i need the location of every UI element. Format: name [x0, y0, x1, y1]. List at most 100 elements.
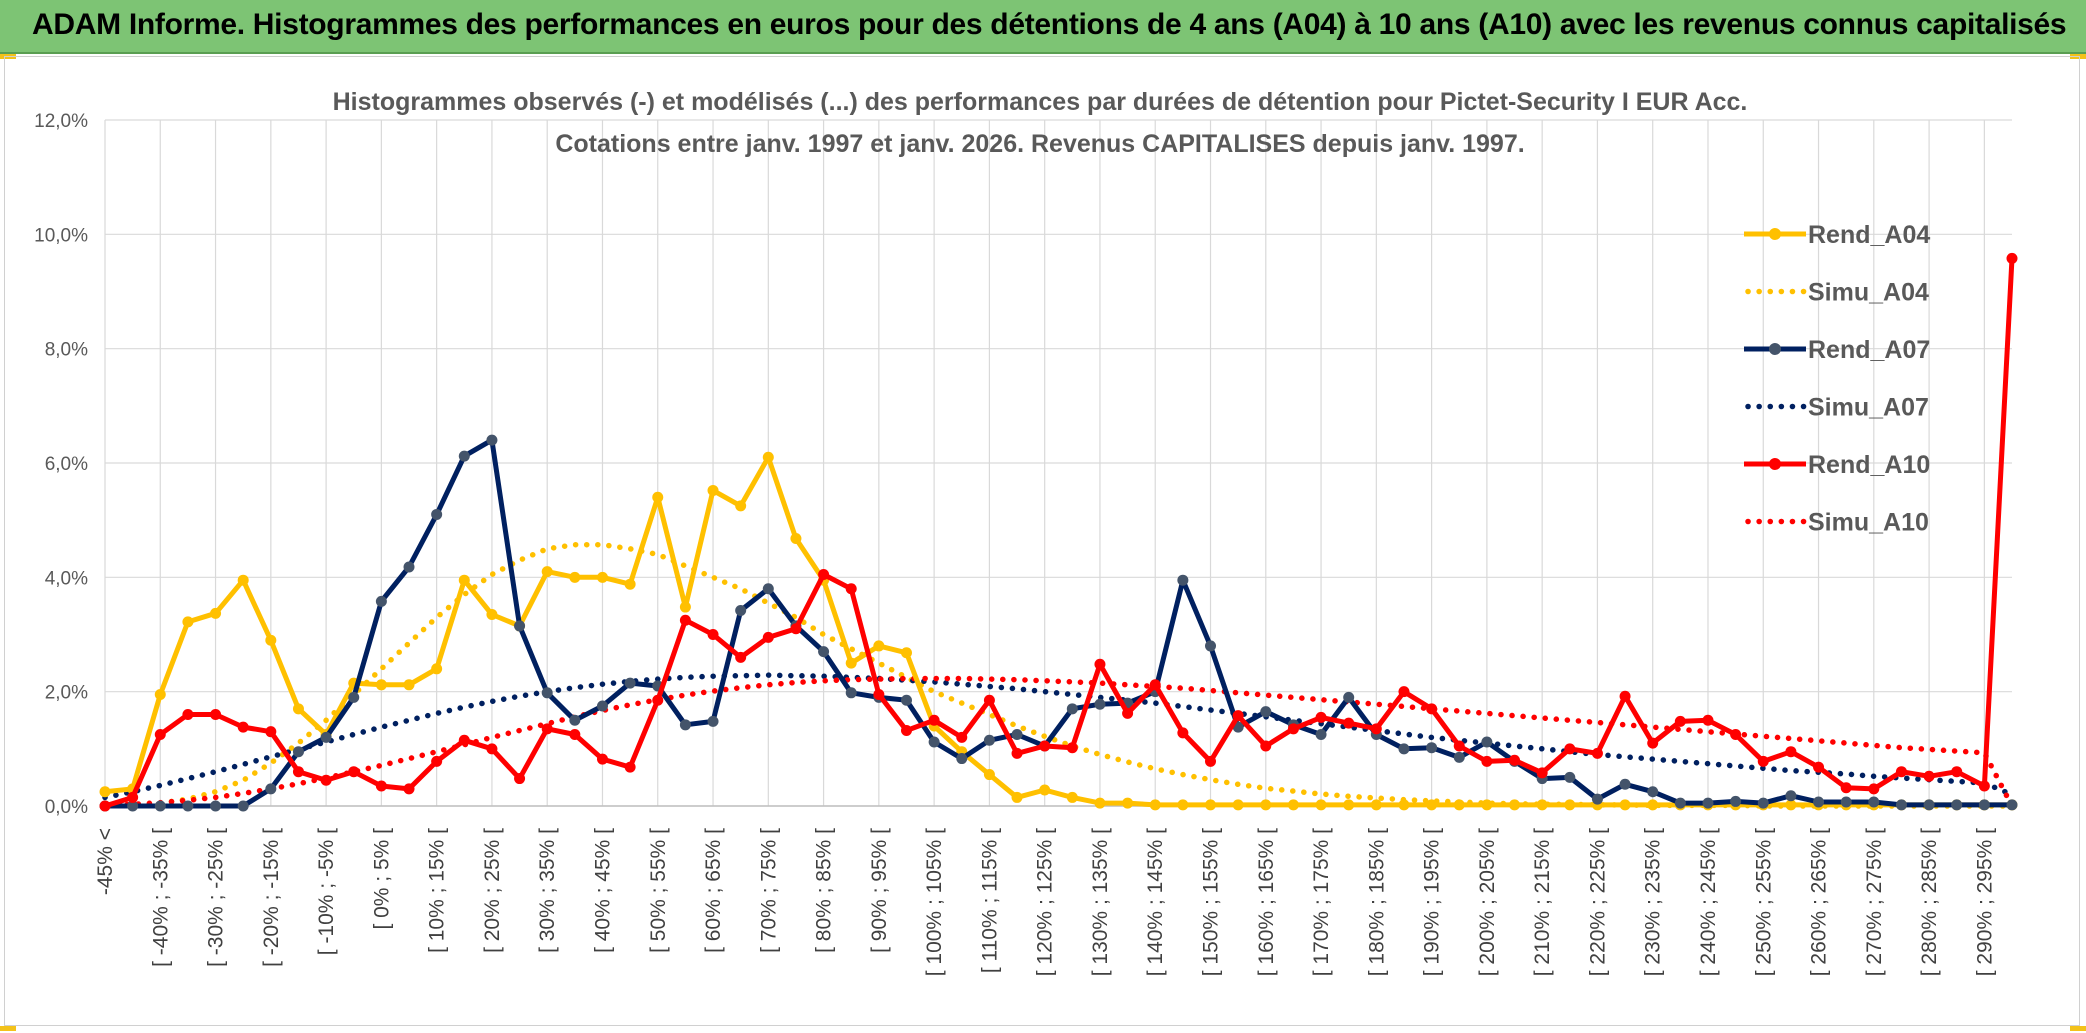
- data-point: [375, 679, 387, 691]
- data-point: [928, 736, 940, 748]
- data-point: [1205, 799, 1217, 811]
- data-point: [790, 623, 802, 635]
- data-point: [1370, 799, 1382, 811]
- data-point: [735, 500, 747, 512]
- data-point: [265, 726, 277, 738]
- data-point: [679, 614, 691, 626]
- data-point: [1591, 747, 1603, 759]
- legend-item-Rend_A10: Rend_A10: [1744, 451, 1930, 479]
- data-point: [1895, 799, 1907, 811]
- data-point: [1094, 658, 1106, 670]
- legend: Rend_A04 Simu_A04 Rend_A07 Simu_A07 Rend_A10…: [1744, 221, 1930, 537]
- data-point: [403, 783, 415, 795]
- y-tick-label: 6,0%: [45, 454, 88, 475]
- data-point: [1702, 797, 1714, 809]
- data-point: [1177, 727, 1189, 739]
- data-point: [900, 725, 912, 737]
- data-point: [1868, 783, 1880, 795]
- data-point: [790, 532, 802, 544]
- x-tick-label: [ 200% ; 205% [: [1476, 828, 1499, 976]
- data-point: [1453, 751, 1465, 763]
- y-axis-ticks: 0,0% 2,0% 4,0% 6,0% 8,0% 10,0% 12,0%: [34, 111, 88, 818]
- data-point: [1149, 679, 1161, 691]
- y-tick-label: 4,0%: [45, 568, 88, 589]
- data-point: [983, 694, 995, 706]
- data-point: [707, 715, 719, 727]
- data-point: [1260, 799, 1272, 811]
- x-tick-label: [ 190% ; 195% [: [1421, 828, 1444, 976]
- data-point: [1564, 743, 1576, 755]
- data-point: [210, 607, 222, 619]
- data-point: [1453, 740, 1465, 752]
- data-point: [679, 601, 691, 613]
- data-point: [2006, 252, 2018, 264]
- x-tick-label: [ 240% ; 245% [: [1697, 828, 1720, 976]
- data-point: [569, 714, 581, 726]
- data-point: [1509, 799, 1521, 811]
- x-tick-label: [ 30% ; 35% [: [536, 828, 559, 953]
- data-point: [154, 729, 166, 741]
- series-layer: [99, 252, 2018, 812]
- data-point: [182, 616, 194, 628]
- data-point: [1094, 797, 1106, 809]
- data-point: [1674, 797, 1686, 809]
- data-point: [762, 631, 774, 643]
- data-point: [541, 687, 553, 699]
- series-line: [102, 675, 2015, 809]
- data-point: [983, 734, 995, 746]
- data-point: [182, 800, 194, 812]
- data-point: [1122, 797, 1134, 809]
- data-point: [320, 731, 332, 743]
- data-point: [541, 566, 553, 578]
- data-point: [237, 721, 249, 733]
- x-tick-label: [ 170% ; 175% [: [1310, 828, 1333, 976]
- legend-item-Simu_A07: Simu_A07: [1745, 394, 1929, 422]
- series-Simu_A07: [102, 672, 2015, 801]
- data-point: [292, 766, 304, 778]
- x-tick-label: [ 150% ; 155% [: [1200, 828, 1223, 976]
- chart-title: Histogrammes observés (-) et modélisés (…: [333, 88, 1748, 116]
- corner-accent-bottom-right: [2070, 1026, 2086, 1031]
- data-point: [652, 491, 664, 503]
- data-point: [1591, 793, 1603, 805]
- data-point: [1923, 770, 1935, 782]
- data-point: [237, 574, 249, 586]
- data-point: [1619, 778, 1631, 790]
- data-point: [1287, 799, 1299, 811]
- data-point: [928, 714, 940, 726]
- data-point: [2006, 799, 2018, 811]
- x-axis-ticks: -45% < [ -40% ; -35% [[ -30% ; -25% [[ -2…: [94, 828, 1996, 976]
- data-point: [320, 774, 332, 786]
- data-point: [1978, 799, 1990, 811]
- legend-label: Rend_A04: [1808, 221, 1930, 249]
- data-point: [486, 434, 498, 446]
- data-point: [1315, 711, 1327, 723]
- data-point: [458, 574, 470, 586]
- x-tick-label: [ -40% ; -35% [: [149, 828, 172, 967]
- data-point: [624, 761, 636, 773]
- data-point: [375, 595, 387, 607]
- data-point: [1260, 706, 1272, 718]
- data-point: [1039, 740, 1051, 752]
- data-point: [127, 791, 139, 803]
- data-point: [1564, 771, 1576, 783]
- data-point: [99, 800, 111, 812]
- data-point: [1232, 710, 1244, 722]
- data-point: [1757, 797, 1769, 809]
- data-point: [237, 800, 249, 812]
- data-point: [486, 608, 498, 620]
- data-point: [1066, 791, 1078, 803]
- x-tick-label: [ 90% ; 95% [: [868, 828, 891, 953]
- data-point: [818, 568, 830, 580]
- data-point: [1813, 761, 1825, 773]
- data-point: [127, 800, 139, 812]
- data-point: [624, 578, 636, 590]
- x-tick-label: [ 0% ; 5% [: [370, 828, 393, 930]
- x-tick-label: -45% <: [94, 828, 117, 895]
- data-point: [1343, 799, 1355, 811]
- x-tick-label: [ 270% ; 275% [: [1863, 828, 1886, 976]
- data-point: [1426, 742, 1438, 754]
- corner-accent-bottom-left: [0, 1026, 16, 1031]
- data-point: [707, 484, 719, 496]
- data-point: [154, 689, 166, 701]
